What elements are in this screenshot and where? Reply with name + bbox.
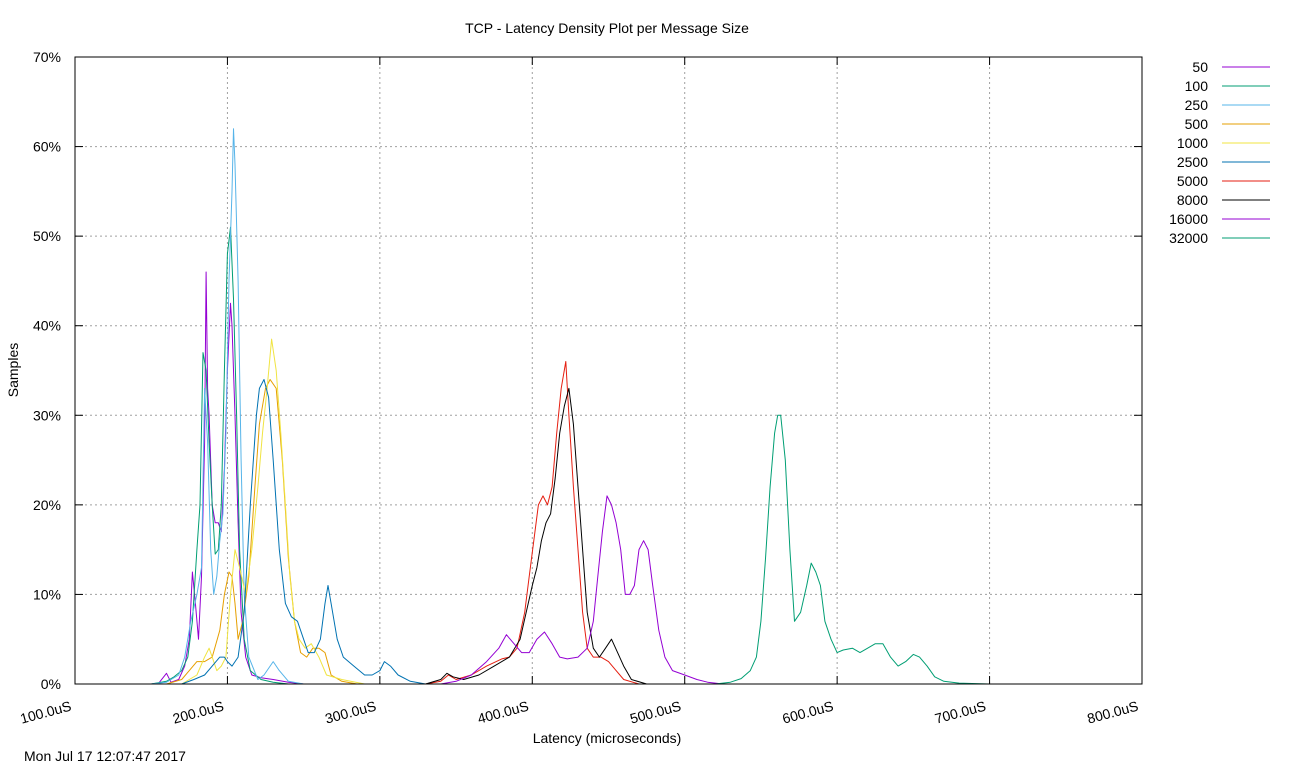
series-line-8000 xyxy=(425,387,647,685)
series-lines xyxy=(151,128,990,685)
legend-label: 50 xyxy=(1192,59,1208,75)
legend-label: 1000 xyxy=(1177,135,1208,151)
series-line-16000 xyxy=(440,495,723,685)
y-tick-label: 20% xyxy=(33,497,61,513)
series-line-2500 xyxy=(181,379,426,685)
x-axis-ticks: 100.0uS 200.0uS 300.0uS 400.0uS 500.0uS 600.0… xyxy=(18,57,1143,727)
series-line-5000 xyxy=(425,361,640,685)
y-axis-label: Samples xyxy=(5,343,21,397)
plot-frame xyxy=(74,56,1143,685)
legend-label: 100 xyxy=(1185,78,1209,94)
legend-label: 8000 xyxy=(1177,192,1208,208)
series-line-250 xyxy=(151,128,304,685)
x-tick-label: 700.0uS xyxy=(933,698,988,727)
legend-label: 16000 xyxy=(1169,211,1208,227)
y-tick-label: 40% xyxy=(33,318,61,334)
chart-title: TCP - Latency Density Plot per Message S… xyxy=(465,20,749,36)
series-line-100 xyxy=(151,226,289,685)
legend: 50 100 250 500 1000 2500 5000 8000 16000 32000 xyxy=(1169,59,1270,246)
y-axis-ticks: 0% 10% 20% 30% 40% 50% 60% 70% xyxy=(33,49,1142,692)
y-tick-label: 60% xyxy=(33,139,61,155)
series-line-32000 xyxy=(715,414,990,685)
y-tick-label: 10% xyxy=(33,586,61,602)
legend-label: 500 xyxy=(1185,116,1209,132)
x-tick-label: 300.0uS xyxy=(323,698,378,727)
x-tick-label: 100.0uS xyxy=(18,698,73,727)
y-tick-label: 0% xyxy=(41,676,61,692)
y-tick-label: 50% xyxy=(33,228,61,244)
y-tick-label: 30% xyxy=(33,407,61,423)
x-tick-label: 500.0uS xyxy=(628,698,683,727)
x-tick-label: 400.0uS xyxy=(476,698,531,727)
x-tick-label: 200.0uS xyxy=(171,698,226,727)
legend-label: 32000 xyxy=(1169,230,1208,246)
y-tick-label: 70% xyxy=(33,49,61,65)
series-line-1000 xyxy=(181,338,365,685)
legend-label: 2500 xyxy=(1177,154,1208,170)
legend-label: 5000 xyxy=(1177,173,1208,189)
series-line-500 xyxy=(166,379,358,685)
legend-label: 250 xyxy=(1185,97,1209,113)
x-tick-label: 600.0uS xyxy=(781,698,836,727)
x-tick-label: 800.0uS xyxy=(1085,698,1140,727)
x-axis-label: Latency (microseconds) xyxy=(533,730,682,746)
timestamp-footer: Mon Jul 17 12:07:47 2017 xyxy=(24,748,186,764)
